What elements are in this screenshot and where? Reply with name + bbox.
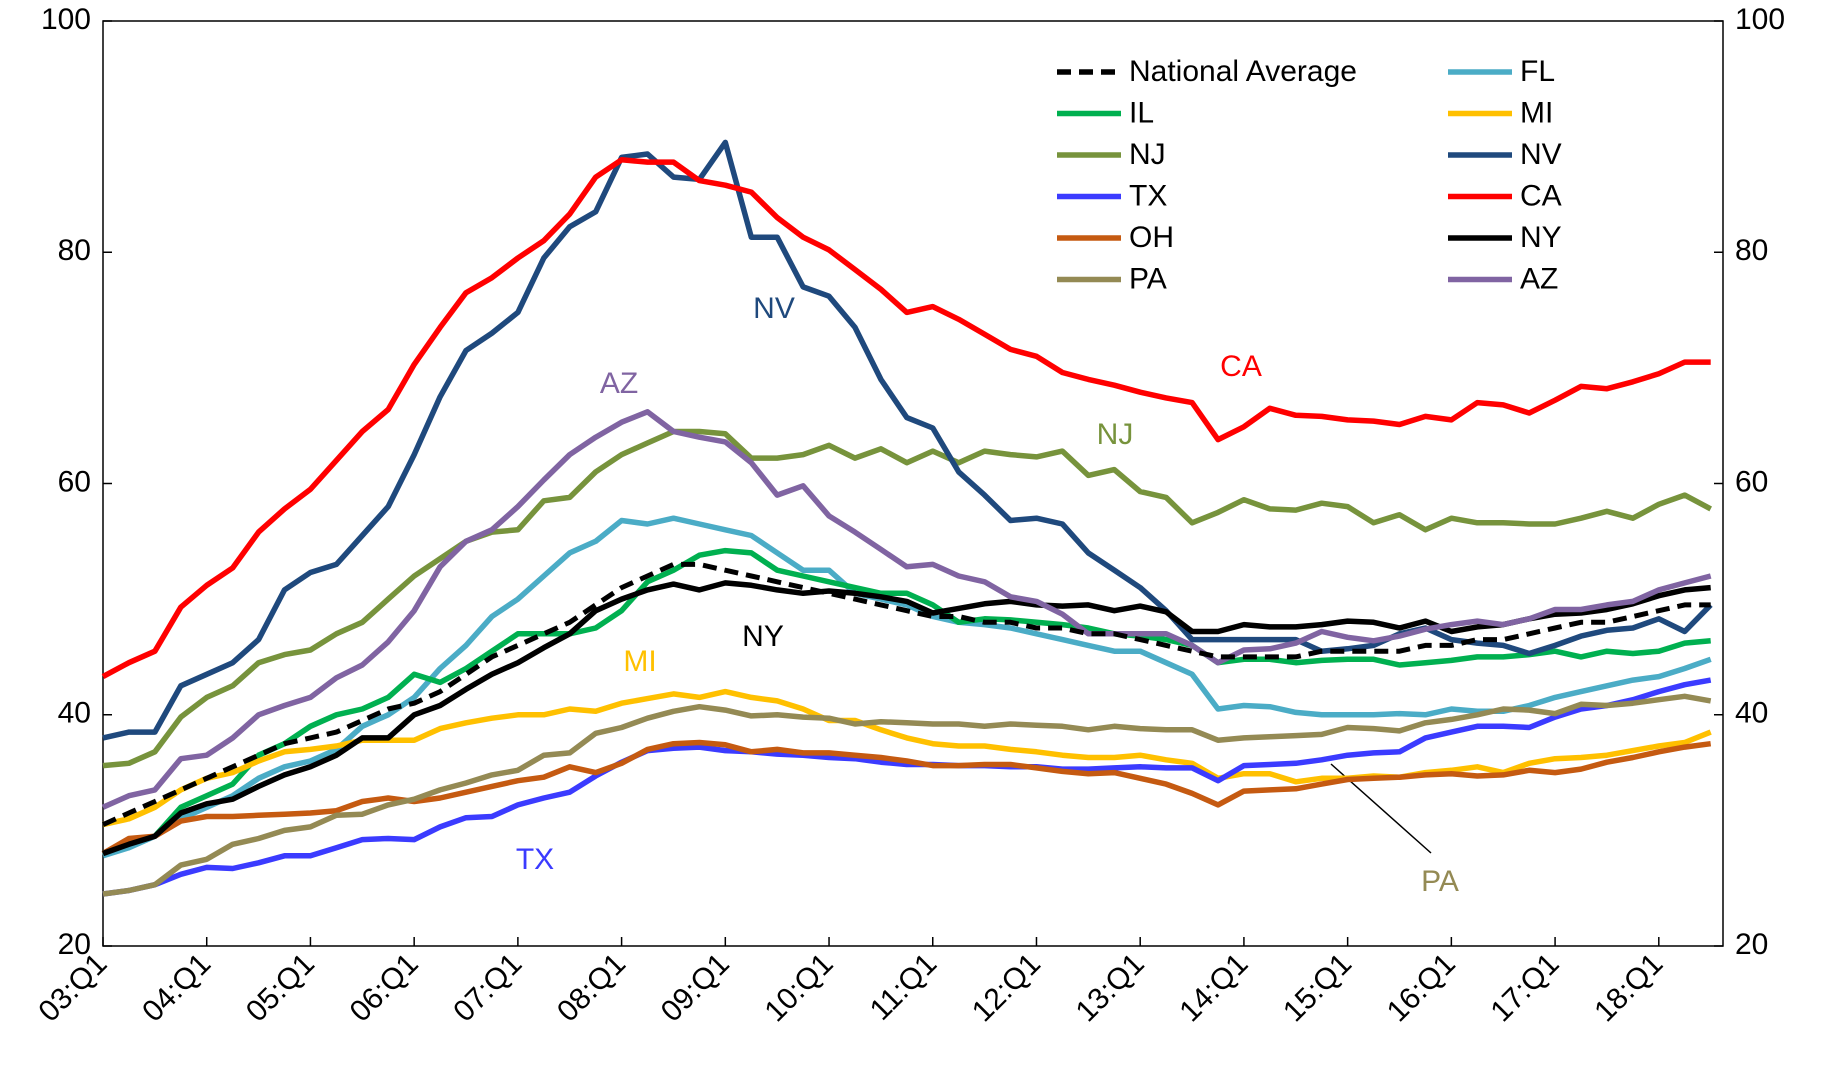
series-line — [101, 157, 1711, 680]
legend-label: NJ — [1129, 138, 1166, 171]
legend-label: PA — [1129, 262, 1167, 295]
x-tick-label: 07:Q1 — [447, 947, 528, 1028]
annotation: NY — [742, 620, 784, 653]
legend-label: CA — [1520, 179, 1562, 212]
legend-label: FL — [1520, 55, 1555, 88]
series-line — [102, 515, 1712, 859]
series-line — [101, 547, 1711, 857]
annotation: NV — [753, 292, 795, 325]
x-tick-label: 06:Q1 — [344, 947, 425, 1028]
y-tick-label: 40 — [58, 697, 91, 730]
legend-label: NY — [1520, 221, 1562, 254]
x-tick-label: 10:Q1 — [758, 947, 839, 1028]
y-tick-label: 80 — [58, 234, 91, 267]
legend-label: TX — [1129, 179, 1167, 212]
y-tick-label: 100 — [41, 3, 91, 36]
series-line — [102, 693, 1712, 897]
x-tick-label: 11:Q1 — [864, 947, 944, 1027]
x-tick-label: 14:Q1 — [1173, 947, 1254, 1028]
series-line — [102, 139, 1713, 741]
y2-tick-label: 40 — [1735, 697, 1768, 730]
x-tick-label: 13:Q1 — [1070, 947, 1151, 1028]
x-tick-label: 05:Q1 — [240, 947, 321, 1028]
x-tick-label: 08:Q1 — [551, 947, 632, 1028]
x-tick-label: 12:Q1 — [966, 947, 1047, 1028]
x-tick-label: 16:Q1 — [1381, 947, 1462, 1028]
x-tick-label: 18:Q1 — [1588, 947, 1669, 1028]
annotation: CA — [1220, 350, 1262, 383]
y-tick-label: 20 — [58, 928, 91, 961]
series-line — [102, 428, 1712, 769]
annotation: PA — [1421, 865, 1459, 898]
x-tick-label: 15:Q1 — [1277, 947, 1358, 1028]
legend-label: MI — [1520, 96, 1553, 129]
y2-tick-label: 60 — [1735, 465, 1768, 498]
series-line — [101, 409, 1712, 810]
series-line — [101, 561, 1711, 827]
x-tick-label: 17:Q1 — [1485, 947, 1566, 1028]
x-tick-label: 04:Q1 — [136, 947, 217, 1028]
series-line — [101, 739, 1712, 856]
legend-label: IL — [1129, 96, 1154, 129]
y2-tick-label: 80 — [1735, 234, 1768, 267]
y2-tick-label: 20 — [1735, 928, 1768, 961]
legend-label: National Average — [1129, 55, 1357, 88]
annotation: AZ — [600, 367, 638, 400]
series-line — [102, 677, 1712, 897]
x-tick-label: 09:Q1 — [655, 947, 736, 1028]
annotation: TX — [516, 843, 554, 876]
legend-label: NV — [1520, 138, 1562, 171]
legend-label: OH — [1129, 221, 1174, 254]
legend-label: AZ — [1520, 262, 1558, 295]
annotation: MI — [623, 645, 656, 678]
y-tick-label: 60 — [58, 465, 91, 498]
annotation: NJ — [1097, 418, 1134, 451]
y2-tick-label: 100 — [1735, 3, 1785, 36]
